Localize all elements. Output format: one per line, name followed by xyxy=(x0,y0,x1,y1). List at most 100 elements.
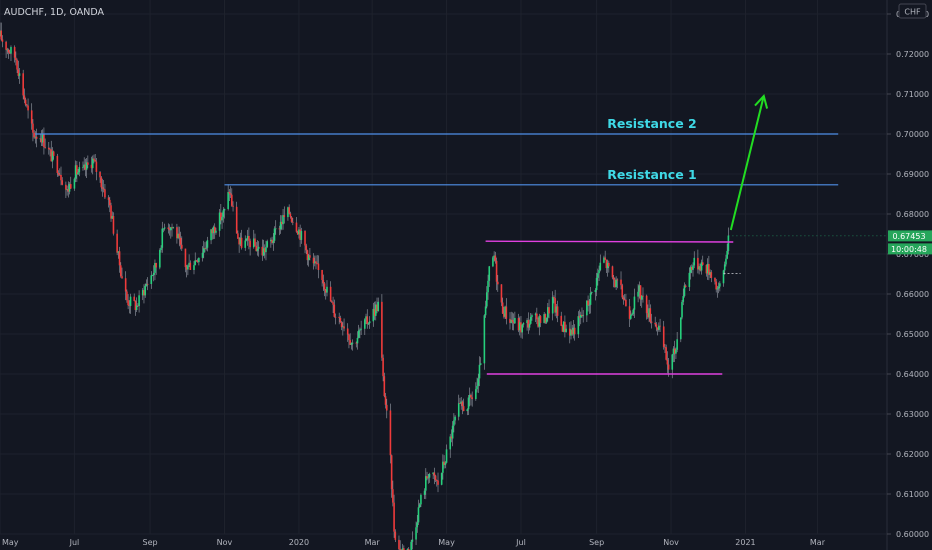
candle-body xyxy=(210,229,212,241)
candle-body xyxy=(587,300,589,306)
candle-body xyxy=(383,376,386,397)
time-tick-label: Sep xyxy=(143,538,158,547)
candle-body xyxy=(152,272,155,276)
candle-body xyxy=(655,324,658,328)
candle-body xyxy=(518,322,521,331)
candle-body xyxy=(238,238,240,245)
candle-body xyxy=(273,228,276,241)
candle-body xyxy=(73,178,76,189)
candle-body xyxy=(648,308,650,318)
candle-body xyxy=(8,52,11,54)
candle-body xyxy=(475,389,477,400)
candle-body xyxy=(184,248,187,268)
candle-body xyxy=(645,295,648,314)
candle-body xyxy=(50,149,53,162)
candle-body xyxy=(425,476,427,491)
candle-body xyxy=(7,49,10,53)
candle-body xyxy=(162,228,165,230)
candle-body xyxy=(119,265,122,277)
candle-body xyxy=(168,228,171,231)
candle-body xyxy=(470,394,472,398)
candle-body xyxy=(611,266,614,278)
candle-body xyxy=(82,167,84,168)
candle-body xyxy=(577,316,580,335)
candle-body xyxy=(698,266,700,270)
candle-body xyxy=(39,138,42,140)
candle-body xyxy=(202,248,205,253)
candle-body xyxy=(146,283,149,285)
candle-body xyxy=(372,308,375,322)
candle-body xyxy=(155,263,157,268)
candle-body xyxy=(40,138,43,143)
candle-body xyxy=(454,416,456,421)
candle-body xyxy=(468,394,471,398)
candle-body xyxy=(349,340,351,345)
candle-body xyxy=(172,227,175,229)
candle-body xyxy=(556,306,559,316)
candle-body xyxy=(628,306,631,319)
candle-body xyxy=(289,213,292,217)
candle-body xyxy=(517,317,520,331)
candle-body xyxy=(365,316,367,320)
candle-body xyxy=(99,171,101,178)
candle-body xyxy=(727,235,730,251)
price-badge-value: 0.67453 xyxy=(892,232,925,241)
candle-body xyxy=(77,172,79,175)
candle-body xyxy=(350,342,353,345)
candle-body xyxy=(189,262,192,270)
candle-body xyxy=(723,264,726,271)
candle-body xyxy=(321,269,323,280)
candle-body xyxy=(433,472,436,476)
candle-body xyxy=(143,290,145,296)
candle-body xyxy=(709,272,711,275)
candle-body xyxy=(726,250,728,259)
candle-body xyxy=(366,316,369,325)
candle-body xyxy=(56,155,59,173)
candle-body xyxy=(83,164,85,168)
candle-body xyxy=(10,47,12,54)
candle-body xyxy=(385,404,388,411)
candle-body xyxy=(15,57,17,61)
candle-body xyxy=(680,317,682,340)
candle-body xyxy=(76,165,78,175)
candlestick-series xyxy=(0,22,730,550)
candle-body xyxy=(84,164,87,170)
candle-body xyxy=(605,259,608,269)
candle-body xyxy=(437,480,439,485)
candle-body xyxy=(193,265,195,270)
candle-body xyxy=(649,308,652,322)
candle-body xyxy=(394,531,397,540)
price-axis[interactable] xyxy=(887,0,932,550)
price-tick-label: 0.67000 xyxy=(896,250,929,259)
candle-body xyxy=(93,158,95,160)
candle-body xyxy=(377,301,380,312)
candle-body xyxy=(167,227,170,229)
candle-body xyxy=(715,281,717,290)
time-tick-label: Nov xyxy=(663,538,679,547)
candle-body xyxy=(231,194,233,206)
candle-body xyxy=(357,330,360,338)
candle-body xyxy=(676,339,678,350)
candle-body xyxy=(144,285,146,296)
candle-body xyxy=(725,258,727,265)
candle-body xyxy=(43,134,45,148)
currency-button[interactable]: CHF xyxy=(898,3,927,19)
candle-body xyxy=(417,507,420,523)
candle-body xyxy=(306,250,309,261)
time-tick-label: May xyxy=(438,538,455,547)
candle-body xyxy=(317,263,320,270)
candle-body xyxy=(581,314,583,317)
candle-body xyxy=(240,237,243,248)
candle-body xyxy=(227,192,229,209)
candle-body xyxy=(487,280,489,293)
candle-body xyxy=(503,313,505,317)
candle-body xyxy=(171,227,173,229)
candle-body xyxy=(561,325,564,332)
candle-body xyxy=(673,348,676,354)
candle-body xyxy=(154,263,156,273)
candle-body xyxy=(85,162,88,170)
candle-body xyxy=(453,420,455,426)
candle-body xyxy=(271,239,273,243)
candle-body xyxy=(443,461,445,465)
